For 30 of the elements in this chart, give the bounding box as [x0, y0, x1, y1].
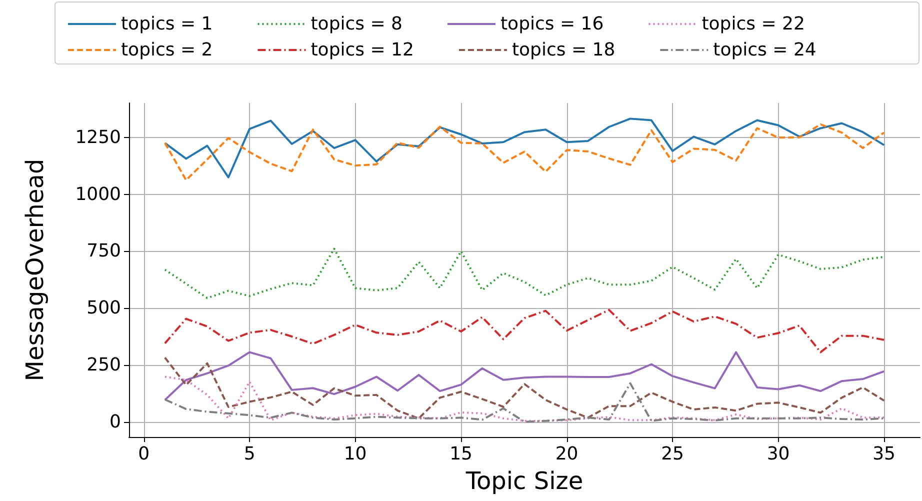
line-series [164, 248, 886, 300]
x-axis-title: Topic Size [464, 467, 584, 495]
y-tick-label: 1000 [75, 184, 121, 205]
legend-label: topics = 22 [702, 14, 805, 34]
legend-label: topics = 16 [500, 14, 604, 34]
y-tick-label: 500 [86, 298, 121, 319]
legend-label: topics = 12 [310, 40, 414, 60]
line-series [164, 376, 886, 422]
line-series [164, 351, 886, 401]
y-tick-label: 250 [86, 354, 121, 376]
legend-label: topics = 18 [512, 40, 616, 60]
legend-label: topics = 1 [121, 14, 213, 34]
line-series [164, 356, 886, 420]
x-tick-label: 0 [138, 444, 150, 464]
line-series [164, 308, 886, 354]
legend-label: topics = 2 [121, 40, 213, 60]
y-tick-label: 1250 [75, 127, 121, 148]
y-tick-label: 0 [110, 411, 121, 432]
legend-label: topics = 24 [713, 40, 816, 60]
x-tick-label: 35 [872, 444, 896, 464]
y-axis-title: MessageOverhead [21, 158, 49, 382]
x-tick-label: 15 [450, 444, 473, 464]
x-tick-label: 25 [661, 444, 684, 464]
x-tick-label: 5 [244, 444, 256, 464]
x-tick-label: 20 [555, 444, 578, 464]
y-tick-label: 750 [86, 240, 121, 262]
x-tick-label: 10 [344, 444, 367, 464]
x-tick-label: 30 [766, 444, 790, 464]
line-series [164, 382, 886, 423]
legend-label: topics = 8 [310, 14, 402, 34]
